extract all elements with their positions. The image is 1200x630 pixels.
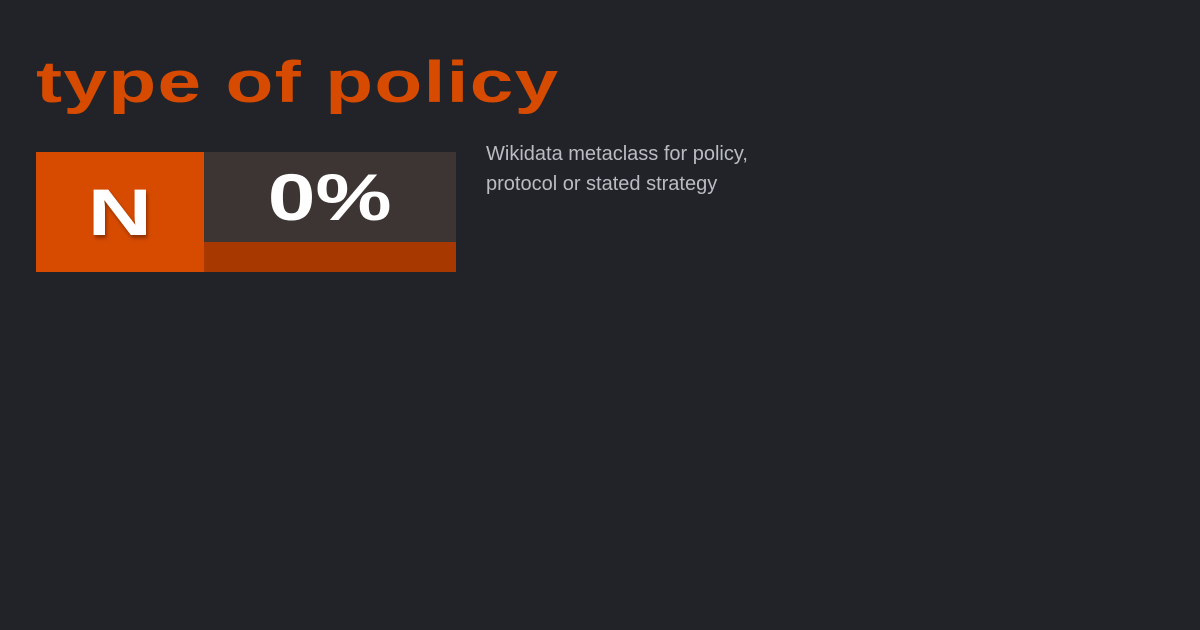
score-box: 0% <box>204 152 456 272</box>
score-strip <box>204 242 456 272</box>
page-title: type of policy <box>36 50 560 115</box>
grade-box: N <box>36 152 204 272</box>
score-badge: N 0% <box>36 152 456 272</box>
description: Wikidata metaclass for policy, protocol … <box>486 143 748 195</box>
grade-letter: N <box>87 175 153 249</box>
score-value: 0% <box>267 160 392 234</box>
score-value-wrap: 0% <box>204 152 456 242</box>
